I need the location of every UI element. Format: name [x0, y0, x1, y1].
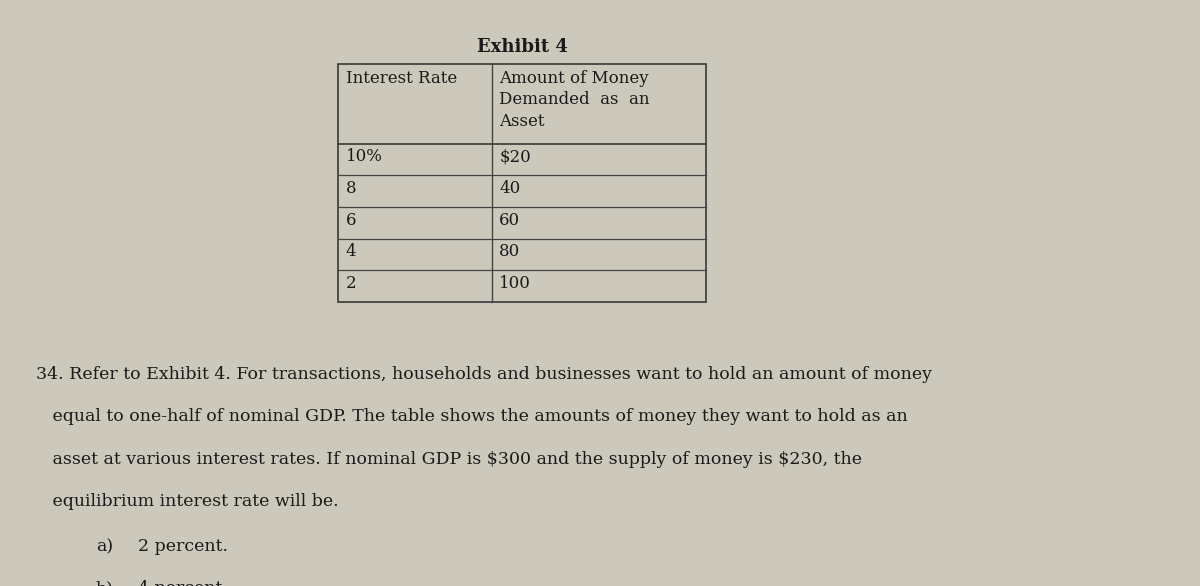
Text: 2: 2 [346, 275, 356, 292]
Text: 2 percent.: 2 percent. [138, 538, 228, 555]
Text: Demanded  as  an: Demanded as an [499, 91, 649, 108]
Text: Asset: Asset [499, 113, 545, 130]
Text: 100: 100 [499, 275, 532, 292]
Text: Exhibit 4: Exhibit 4 [476, 38, 568, 56]
Text: 10%: 10% [346, 148, 383, 165]
Text: a): a) [96, 538, 113, 555]
Text: 40: 40 [499, 180, 521, 197]
Text: 6: 6 [346, 212, 356, 229]
Text: 8: 8 [346, 180, 356, 197]
Text: 4: 4 [346, 243, 356, 260]
Text: equilibrium interest rate will be.: equilibrium interest rate will be. [36, 493, 338, 510]
Text: 34. Refer to Exhibit 4. For transactions, households and businesses want to hold: 34. Refer to Exhibit 4. For transactions… [36, 366, 932, 383]
Text: \$20: \$20 [499, 148, 530, 165]
Text: equal to one-half of nominal GDP. The table shows the amounts of money they want: equal to one-half of nominal GDP. The ta… [36, 408, 907, 425]
Text: 80: 80 [499, 243, 521, 260]
Text: 60: 60 [499, 212, 521, 229]
Text: b): b) [96, 580, 114, 586]
Text: Interest Rate: Interest Rate [346, 70, 457, 87]
Text: Amount of Money: Amount of Money [499, 70, 649, 87]
Text: 4 percent.: 4 percent. [138, 580, 228, 586]
Text: asset at various interest rates. If nominal GDP is \$300 and the supply of money: asset at various interest rates. If nomi… [36, 451, 862, 468]
